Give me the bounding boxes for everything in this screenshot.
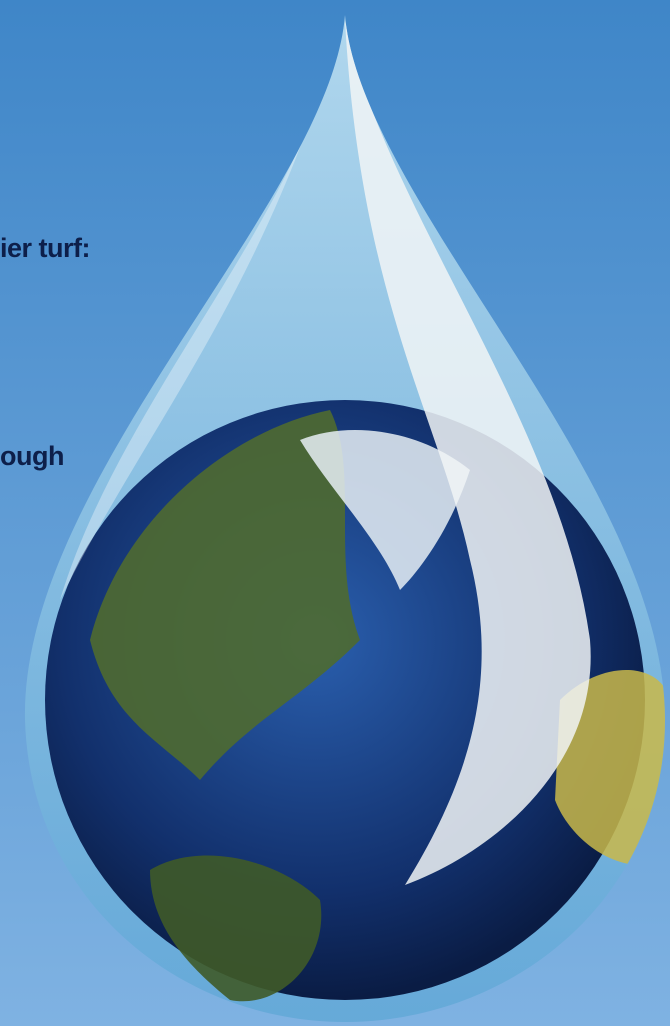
- ice: [300, 430, 470, 590]
- continent: [150, 855, 322, 1002]
- highlight: [60, 30, 340, 600]
- highlight: [345, 20, 591, 885]
- continent: [90, 410, 360, 780]
- caption-text: ough: [0, 441, 64, 471]
- caption-text: ier turf:: [0, 233, 90, 263]
- continent: [555, 670, 665, 866]
